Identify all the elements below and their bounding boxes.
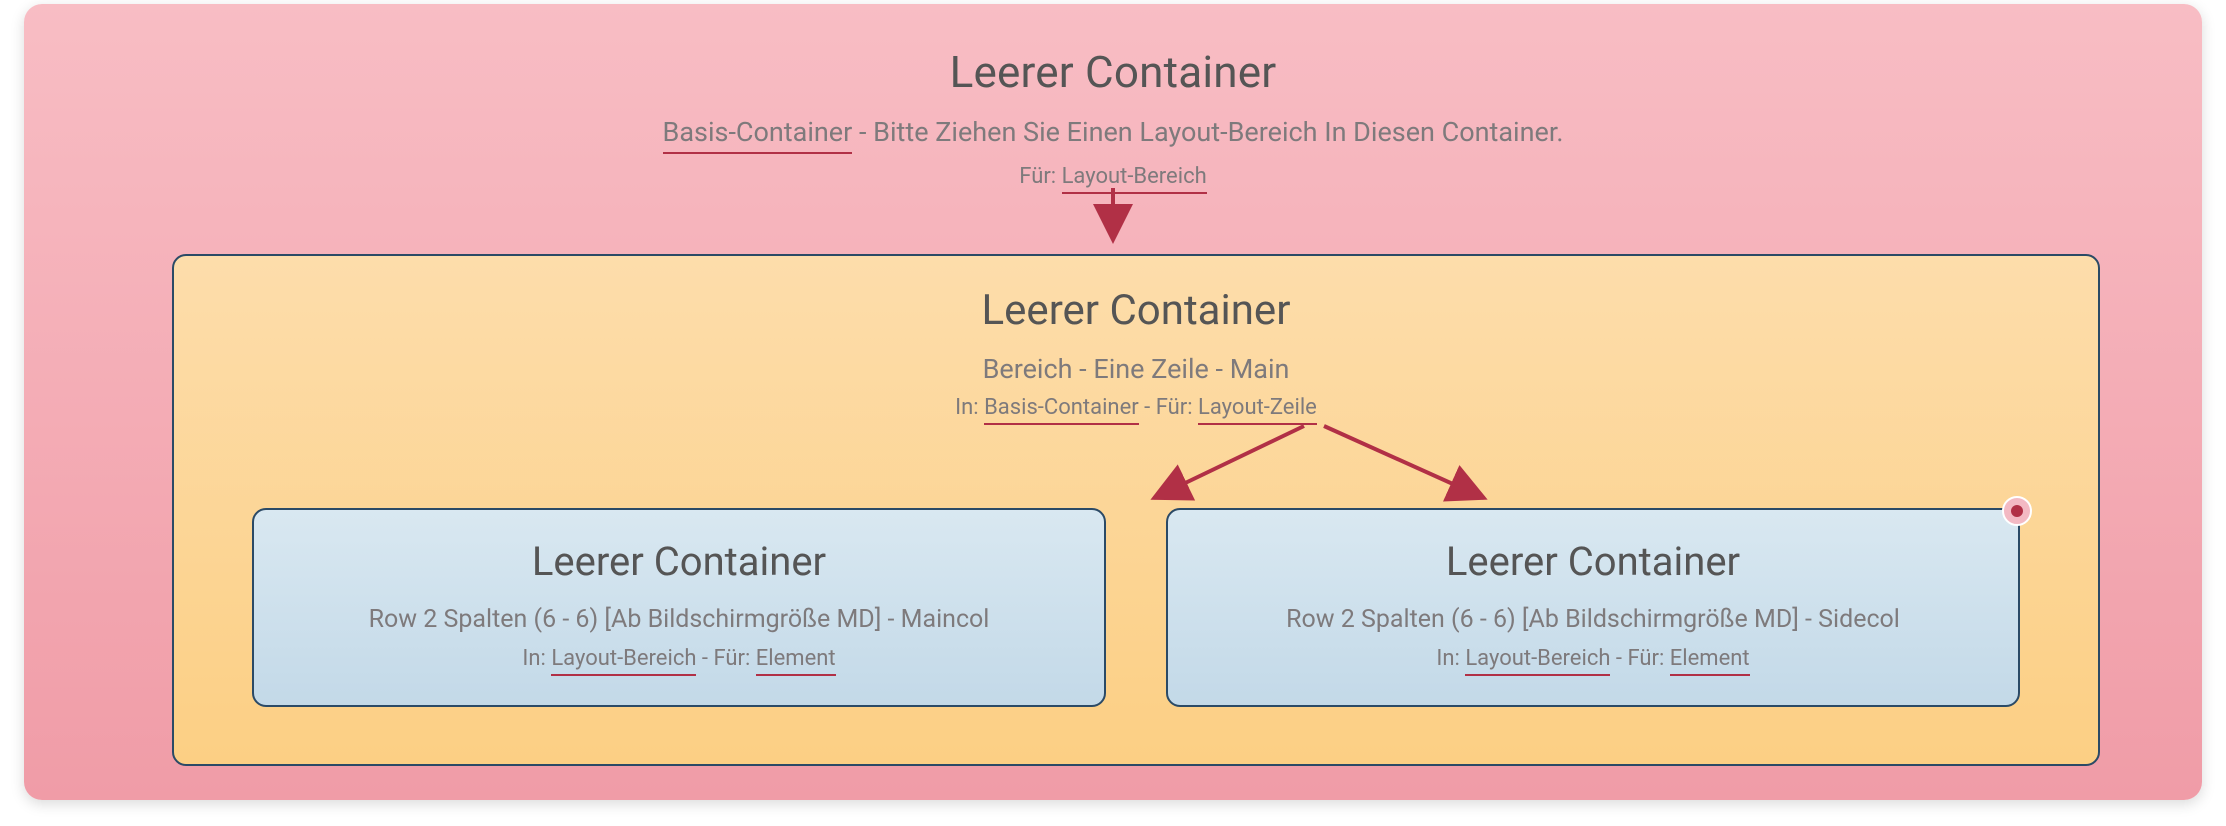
inner-for-label: Für:: [1156, 395, 1198, 420]
cell-for-link[interactable]: Element: [756, 646, 836, 676]
cell-in-link[interactable]: Layout-Bereich: [551, 646, 696, 676]
outer-link-basis-container[interactable]: Basis-Container: [663, 116, 853, 154]
container-inner: Leerer Container Bereich - Eine Zeile - …: [172, 254, 2100, 766]
outer-for-line: Für: Layout-Bereich: [24, 164, 2202, 189]
cell-sub: Row 2 Spalten (6 - 6) [Ab Bildschirmgröß…: [1188, 605, 1998, 634]
inner-for-link[interactable]: Layout-Zeile: [1198, 395, 1317, 425]
inner-meta: In: Basis-Container - Für: Layout-Zeile: [174, 395, 2098, 420]
columns-row: Leerer Container Row 2 Spalten (6 - 6) […: [252, 508, 2020, 707]
container-outer: Leerer Container Basis-Container - Bitte…: [24, 4, 2202, 800]
cell-in-label: In:: [522, 646, 551, 671]
inner-in-link[interactable]: Basis-Container: [984, 395, 1139, 425]
edit-point-badge[interactable]: [2002, 496, 2032, 526]
cell-sep: -: [1610, 646, 1627, 671]
cell-sidecol: Leerer Container Row 2 Spalten (6 - 6) […: [1166, 508, 2020, 707]
cell-for-label: Für:: [713, 646, 755, 671]
inner-in-label: In:: [955, 395, 984, 420]
outer-title: Leerer Container: [24, 46, 2202, 98]
inner-subtitle: Bereich - Eine Zeile - Main: [174, 353, 2098, 385]
cell-meta: In: Layout-Bereich - Für: Element: [1188, 646, 1998, 671]
cell-sub: Row 2 Spalten (6 - 6) [Ab Bildschirmgröß…: [274, 605, 1084, 634]
cell-title: Leerer Container: [1188, 538, 1998, 585]
inner-sep: -: [1139, 395, 1156, 420]
cell-title: Leerer Container: [274, 538, 1084, 585]
outer-sub-rest: - Bitte Ziehen Sie Einen Layout-Bereich …: [852, 116, 1563, 148]
cell-in-label: In:: [1436, 646, 1465, 671]
cell-in-link[interactable]: Layout-Bereich: [1465, 646, 1610, 676]
cell-maincol: Leerer Container Row 2 Spalten (6 - 6) […: [252, 508, 1106, 707]
outer-subtitle: Basis-Container - Bitte Ziehen Sie Einen…: [24, 116, 2202, 148]
cell-meta: In: Layout-Bereich - Für: Element: [274, 646, 1084, 671]
outer-for-label: Für:: [1019, 164, 1061, 189]
cell-sep: -: [696, 646, 713, 671]
inner-title: Leerer Container: [174, 286, 2098, 335]
cell-for-link[interactable]: Element: [1670, 646, 1750, 676]
cell-for-label: Für:: [1627, 646, 1669, 671]
outer-for-link[interactable]: Layout-Bereich: [1062, 164, 1207, 194]
